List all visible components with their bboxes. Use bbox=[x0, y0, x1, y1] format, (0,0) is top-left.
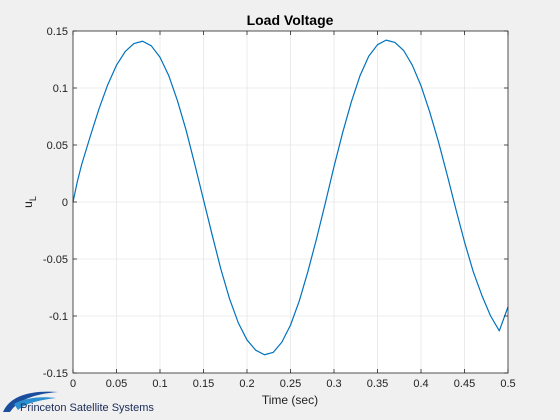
x-tick-label: 0.25 bbox=[280, 378, 301, 390]
x-tick-label: 0.1 bbox=[152, 378, 167, 390]
tick-labels: 0 0.05 0.1 0.15 0.2 0.25 0.3 0.35 0.4 0.45 0.5 -0.1… bbox=[43, 26, 516, 390]
x-tick-label: 0.2 bbox=[239, 378, 254, 390]
y-tick-label: 0.05 bbox=[47, 140, 68, 152]
brand-swoosh-icon bbox=[3, 391, 58, 412]
x-tick-label: 0.5 bbox=[500, 378, 515, 390]
x-tick-label: 0.35 bbox=[367, 378, 388, 390]
ticks bbox=[72, 30, 509, 374]
y-axis-label-subscript: L bbox=[28, 196, 38, 201]
x-axis-label: Time (sec) bbox=[262, 393, 318, 407]
x-tick-label: 0.15 bbox=[193, 378, 214, 390]
series-line bbox=[72, 39, 509, 356]
chart-title: Load Voltage bbox=[247, 12, 334, 28]
series-group bbox=[72, 39, 509, 356]
x-tick-label: 0.05 bbox=[106, 378, 127, 390]
y-tick-label: -0.05 bbox=[43, 254, 68, 266]
x-tick-label: 0 bbox=[70, 378, 76, 390]
y-tick-label: 0 bbox=[62, 197, 68, 209]
y-axis-label-main: u bbox=[21, 201, 35, 208]
y-tick-label: 0.1 bbox=[53, 83, 68, 95]
brand-swoosh-accent-icon bbox=[14, 397, 56, 410]
y-tick-label: -0.15 bbox=[43, 368, 68, 380]
y-axis-label: uL bbox=[21, 196, 38, 208]
grid bbox=[73, 31, 508, 373]
y-tick-label: -0.1 bbox=[49, 311, 68, 323]
x-tick-label: 0.3 bbox=[326, 378, 341, 390]
x-tick-label: 0.45 bbox=[454, 378, 475, 390]
brand-text: Princeton Satellite Systems bbox=[20, 402, 154, 414]
y-tick-label: 0.15 bbox=[47, 26, 68, 38]
svg-text:uL: uL bbox=[21, 196, 38, 208]
x-tick-label: 0.4 bbox=[413, 378, 428, 390]
brand-logo: Princeton Satellite Systems bbox=[3, 391, 154, 414]
